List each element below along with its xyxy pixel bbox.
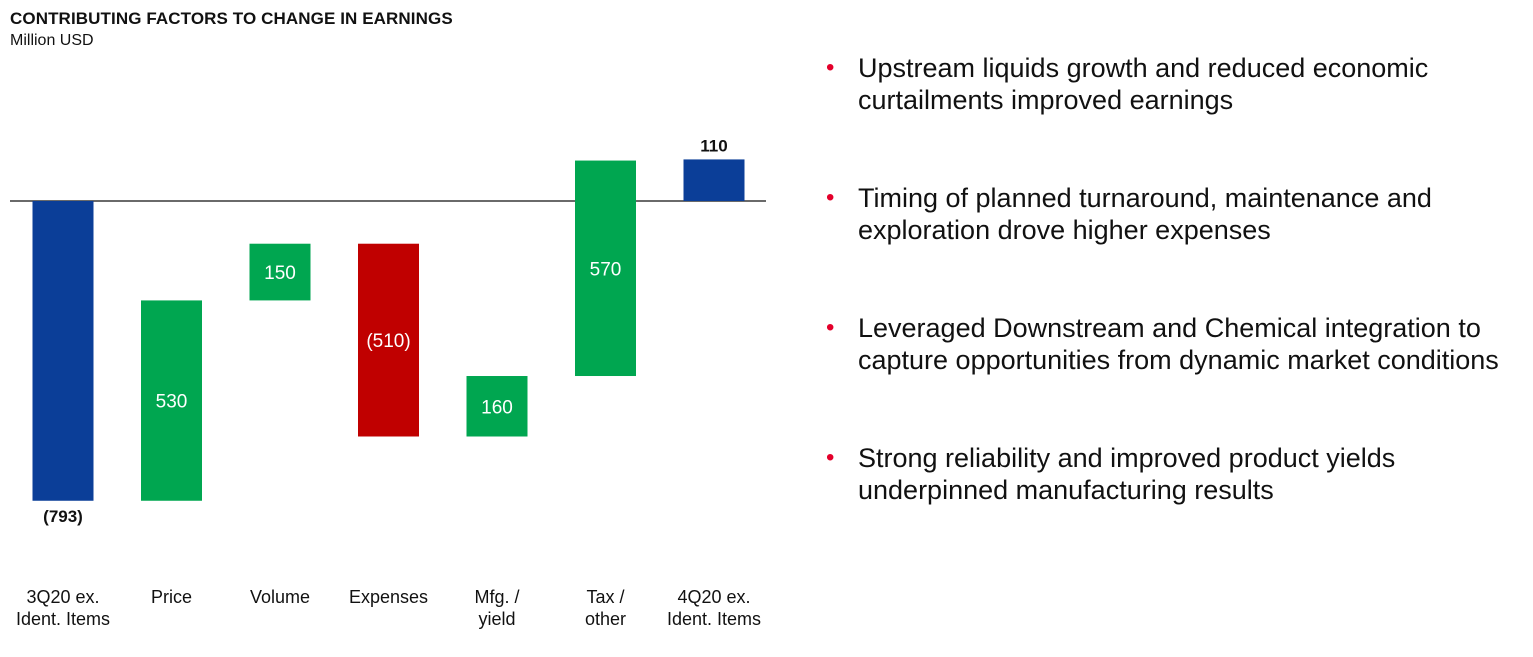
category-label-0: 3Q20 ex.: [26, 587, 99, 607]
category-label-1: Price: [151, 587, 192, 607]
bullet-text: Leveraged Downstream and Chemical integr…: [858, 313, 1499, 375]
chart-title: CONTRIBUTING FACTORS TO CHANGE IN EARNIN…: [10, 9, 453, 28]
bullet-dot-icon: •: [826, 444, 835, 471]
value-label-1: 530: [156, 392, 188, 413]
bullet-text: Upstream liquids growth and reduced econ…: [858, 53, 1429, 115]
category-label-6: Ident. Items: [667, 609, 761, 629]
value-label-4: 160: [481, 397, 513, 418]
category-label-2: Volume: [250, 587, 310, 607]
bar-1: [141, 300, 202, 501]
bullet-list: • Upstream liquids growth and reduced ec…: [826, 52, 1516, 506]
value-label-6: 110: [700, 136, 727, 155]
category-label-6: 4Q20 ex.: [677, 587, 750, 607]
bullet-item: • Strong reliability and improved produc…: [826, 442, 1516, 506]
bullet-dot-icon: •: [826, 314, 835, 341]
value-label-2: 150: [264, 263, 296, 284]
value-label-3: (510): [366, 331, 410, 352]
bar-4: [466, 376, 528, 437]
bullet-item: • Timing of planned turnaround, maintena…: [826, 182, 1516, 246]
bar-6: [683, 159, 745, 201]
bar-3: [358, 243, 419, 437]
value-label-0: (793): [43, 507, 83, 526]
category-label-5: Tax /: [586, 587, 624, 607]
bar-2: [249, 243, 311, 301]
category-label-0: Ident. Items: [16, 609, 110, 629]
category-label-4: yield: [478, 609, 515, 629]
bullet-text: Timing of planned turnaround, maintenanc…: [858, 183, 1432, 245]
category-label-4: Mfg. /: [474, 587, 519, 607]
bullet-item: • Upstream liquids growth and reduced ec…: [826, 52, 1516, 116]
bullet-text: Strong reliability and improved product …: [858, 443, 1396, 505]
bar-0: [32, 201, 94, 501]
bullet-dot-icon: •: [826, 184, 835, 211]
category-label-5: other: [585, 609, 626, 629]
bullet-dot-icon: •: [826, 54, 835, 81]
bar-5: [575, 160, 636, 377]
category-label-3: Expenses: [349, 587, 428, 607]
bullet-item: • Leveraged Downstream and Chemical inte…: [826, 312, 1516, 376]
chart-subtitle: Million USD: [10, 32, 94, 49]
value-label-5: 570: [590, 259, 622, 280]
